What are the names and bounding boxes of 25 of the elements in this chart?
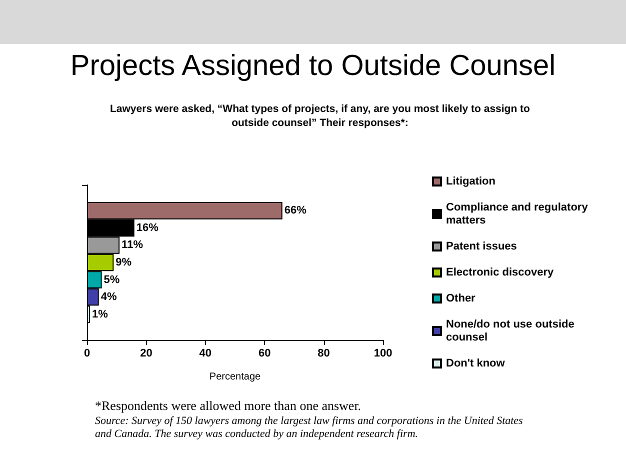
legend-label: Don't know [446,358,506,370]
x-tick-label: 20 [140,348,152,360]
data-label: 1% [92,308,108,320]
data-label: 66% [284,204,307,217]
legend-label: Electronic discovery [446,266,554,278]
chart-title: Projects Assigned to Outside Counsel [69,50,557,83]
text: *Respondents were allowed more than one answer. [95,398,362,414]
x-tick-label: 40 [199,348,212,360]
chart-subtitle: Lawyers were asked, “What types of projects, if any, are you most likely to assign to outside counsel” Their responses*: [109,102,531,130]
x-axis-title: Percentage [209,372,262,382]
data-label: 4% [100,291,117,304]
legend-label: Other [446,292,476,304]
x-tick-label: 100 [374,348,392,360]
data-label: 9% [116,256,132,268]
data-label: 5% [104,274,120,286]
data-label: 16% [136,222,159,234]
x-tick-label: 60 [258,348,271,360]
legend-label: Litigation [446,176,496,188]
legend-label: None/do not use outside counsel [446,318,578,344]
source-note: Source: Survey of 150 lawyers among the largest law firms and corporations in the United States and Canada. The survey was conducted by an independent research firm. [95,415,524,441]
x-tick-label: 80 [318,348,330,360]
x-tick-label: 0 [84,348,90,360]
data-label: 11% [122,239,144,252]
legend-label: Patent issues [446,240,517,252]
legend-label: Compliance and regulatory matters [446,202,591,226]
